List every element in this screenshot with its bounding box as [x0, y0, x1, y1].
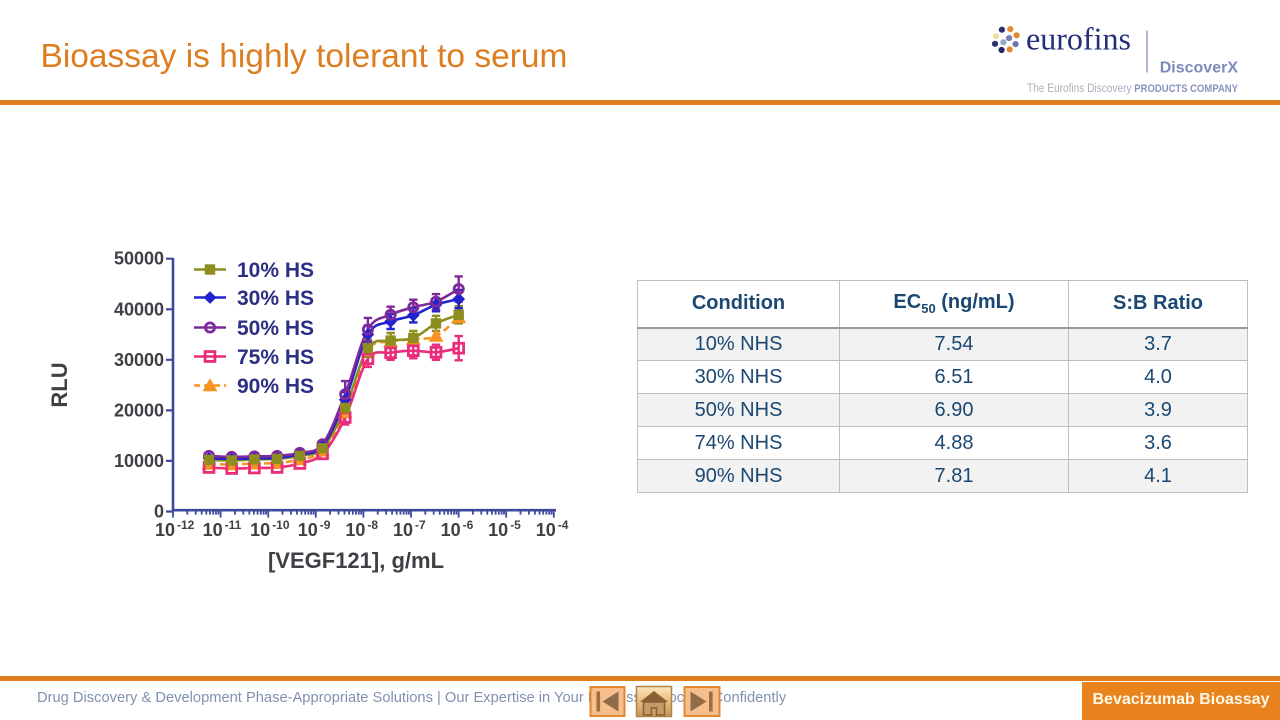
svg-text:10: 10	[298, 520, 318, 540]
svg-text:10: 10	[488, 520, 508, 540]
svg-text:-6: -6	[463, 518, 474, 532]
svg-text:-5: -5	[510, 518, 521, 532]
svg-text:RLU: RLU	[47, 362, 72, 407]
svg-text:40000: 40000	[114, 299, 164, 319]
svg-text:-11: -11	[225, 518, 242, 532]
svg-text:-7: -7	[415, 518, 426, 532]
svg-text:DiscoverX: DiscoverX	[1160, 59, 1239, 76]
svg-text:10: 10	[345, 520, 365, 540]
svg-text:10: 10	[155, 520, 175, 540]
svg-text:30000: 30000	[114, 350, 164, 370]
svg-text:-9: -9	[320, 518, 331, 532]
svg-text:20000: 20000	[114, 400, 164, 420]
svg-text:10: 10	[250, 520, 270, 540]
svg-text:90% HS: 90% HS	[237, 375, 314, 398]
svg-text:10: 10	[536, 520, 556, 540]
svg-text:10000: 10000	[114, 451, 164, 471]
svg-text:-10: -10	[272, 518, 290, 532]
svg-text:[VEGF121], g/mL: [VEGF121], g/mL	[268, 548, 444, 573]
svg-text:50000: 50000	[114, 249, 164, 269]
svg-text:-8: -8	[367, 518, 378, 532]
svg-text:10: 10	[203, 520, 223, 540]
svg-text:-4: -4	[558, 518, 569, 532]
svg-text:50% HS: 50% HS	[237, 317, 314, 340]
svg-text:10: 10	[441, 520, 461, 540]
svg-text:The Eurofins Discovery PRODUCT: The Eurofins Discovery PRODUCTS COMPANY	[1027, 83, 1239, 95]
svg-text:eurofins: eurofins	[1026, 21, 1131, 57]
svg-text:30% HS: 30% HS	[237, 287, 314, 310]
svg-text:10: 10	[393, 520, 413, 540]
svg-text:10% HS: 10% HS	[237, 259, 314, 282]
svg-text:75% HS: 75% HS	[237, 346, 314, 369]
svg-text:-12: -12	[177, 518, 195, 532]
svg-text:0: 0	[154, 502, 164, 522]
